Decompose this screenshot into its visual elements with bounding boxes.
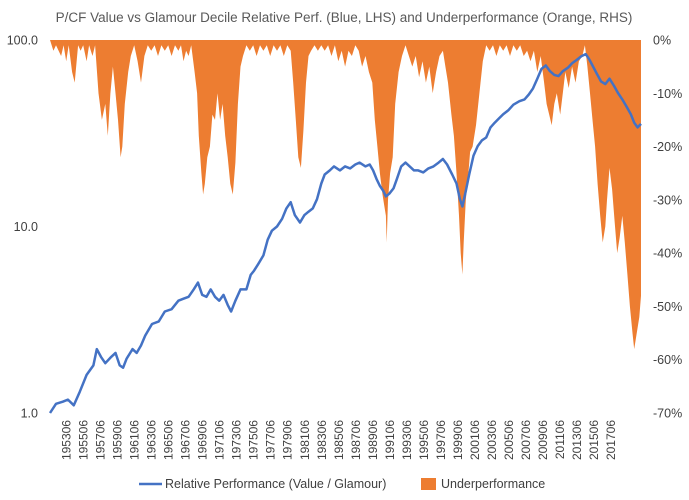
right-tick-label: -10% (653, 87, 682, 101)
x-tick-label: 195706 (94, 420, 108, 460)
left-axis: 1.0 10.0 100.0 (7, 34, 38, 421)
x-tick-label: 196306 (145, 420, 159, 460)
x-tick-label: 197306 (230, 420, 244, 460)
left-tick-label: 1.0 (21, 407, 38, 421)
x-tick-label: 196906 (196, 420, 210, 460)
x-tick-label: 201106 (553, 420, 567, 459)
x-tick-label: 198106 (298, 420, 312, 460)
right-tick-label: -30% (653, 193, 682, 207)
x-tick-label: 199506 (417, 420, 431, 460)
legend-swatch-underperformance (421, 478, 436, 490)
x-tick-label: 195506 (77, 420, 91, 460)
x-tick-label: 197106 (213, 420, 227, 460)
x-tick-label: 196106 (128, 420, 142, 460)
x-tick-label: 199906 (451, 420, 465, 460)
x-tick-label: 196706 (179, 420, 193, 460)
x-tick-label: 201306 (570, 420, 584, 460)
right-tick-label: -40% (653, 247, 682, 261)
x-tick-label: 198506 (332, 420, 346, 460)
x-tick-label: 201706 (604, 420, 618, 460)
x-tick-label: 198306 (315, 420, 329, 460)
x-tick-label: 195906 (111, 420, 125, 460)
x-tick-label: 198906 (366, 420, 380, 460)
left-tick-label: 100.0 (7, 34, 38, 48)
legend-label-relative-performance: Relative Performance (Value / Glamour) (165, 477, 386, 491)
plot-area (48, 40, 642, 414)
x-tick-label: 197906 (281, 420, 295, 460)
right-tick-label: 0% (653, 34, 671, 48)
x-tick-label: 198706 (349, 420, 363, 460)
x-tick-label: 197506 (247, 420, 261, 460)
x-tick-label: 199106 (383, 420, 397, 460)
x-axis: 195306 195506 195706 195906 196106 196306 1965… (60, 420, 618, 460)
x-tick-label: 200306 (485, 420, 499, 460)
legend: Relative Performance (Value / Glamour) U… (139, 477, 545, 491)
x-tick-label: 201506 (587, 420, 601, 460)
x-tick-label: 199706 (434, 420, 448, 460)
x-tick-label: 200506 (502, 420, 516, 460)
x-tick-label: 199306 (400, 420, 414, 460)
right-tick-label: -70% (653, 407, 682, 421)
x-tick-label: 197706 (264, 420, 278, 460)
right-axis: 0% -10% -20% -30% -40% -50% -60% -70% (653, 34, 682, 421)
x-tick-label: 200106 (468, 420, 482, 460)
legend-label-underperformance: Underperformance (441, 477, 545, 491)
right-tick-label: -50% (653, 300, 682, 314)
x-tick-label: 200706 (519, 420, 533, 460)
x-tick-label: 200906 (536, 420, 550, 460)
x-tick-label: 195306 (60, 420, 74, 460)
x-tick-label: 196506 (162, 420, 176, 460)
underperformance-series (50, 40, 641, 350)
right-tick-label: -60% (653, 353, 682, 367)
chart-title: P/CF Value vs Glamour Decile Relative Pe… (56, 10, 633, 25)
right-tick-label: -20% (653, 140, 682, 154)
left-tick-label: 10.0 (14, 220, 38, 234)
relative-performance-series (48, 52, 642, 414)
